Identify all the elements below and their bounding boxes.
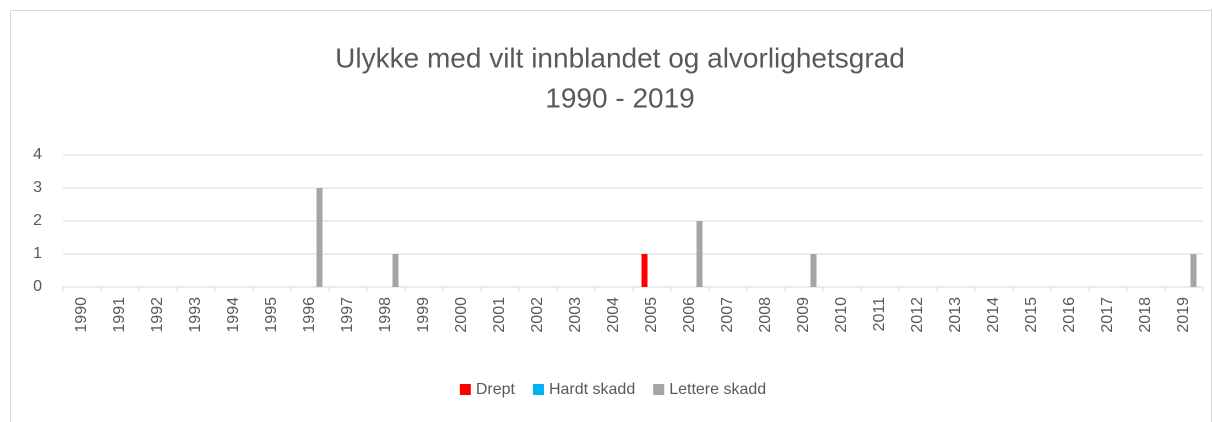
x-tick-label: 2001 <box>491 297 508 333</box>
x-tick-label: 2007 <box>719 297 736 333</box>
x-tick-label: 1990 <box>73 297 90 333</box>
chart-subtitle: 1990 - 2019 <box>545 82 694 113</box>
x-tick-label: 2008 <box>757 297 774 333</box>
x-tick-label: 1992 <box>149 297 166 333</box>
x-tick-label: 2005 <box>643 297 660 333</box>
x-tick-label: 2009 <box>795 297 812 333</box>
x-tick-label: 2017 <box>1099 297 1116 333</box>
x-tick-label: 2002 <box>529 297 546 333</box>
x-tick-label: 2015 <box>1023 297 1040 333</box>
x-tick-label: 1999 <box>415 297 432 333</box>
x-tick-label: 2004 <box>605 297 622 333</box>
x-tick-label: 2019 <box>1175 297 1192 333</box>
y-tick-label: 0 <box>33 278 42 295</box>
x-tick-label: 2013 <box>947 297 964 333</box>
legend-swatch <box>459 384 471 395</box>
x-tick-label: 1997 <box>339 297 356 333</box>
x-tick-label: 2012 <box>909 297 926 333</box>
bar <box>392 254 399 287</box>
bar <box>316 188 323 287</box>
x-tick-label: 1991 <box>111 297 128 333</box>
legend-label: Drept <box>476 381 516 398</box>
bar <box>641 254 648 287</box>
x-tick-label: 1993 <box>187 297 204 333</box>
y-tick-label: 1 <box>33 245 42 262</box>
x-tick-label: 1995 <box>263 297 280 333</box>
x-tick-label: 2010 <box>833 297 850 333</box>
legend-swatch <box>532 384 544 395</box>
bar <box>810 254 817 287</box>
x-tick-label: 1998 <box>377 297 394 333</box>
legend-label: Lettere skadd <box>669 381 766 398</box>
y-tick-label: 4 <box>33 146 42 163</box>
x-tick-label: 2016 <box>1061 297 1078 333</box>
x-tick-label: 2003 <box>567 297 584 333</box>
legend-label: Hardt skadd <box>549 381 635 398</box>
bar <box>696 221 703 287</box>
chart-title: Ulykke med vilt innblandet og alvorlighe… <box>335 42 905 73</box>
x-tick-label: 2018 <box>1137 297 1154 333</box>
x-tick-label: 1996 <box>301 297 318 333</box>
y-tick-label: 2 <box>33 212 42 229</box>
x-tick-label: 2000 <box>453 297 470 333</box>
chart-frame <box>10 10 1212 422</box>
x-tick-label: 1994 <box>225 297 242 333</box>
legend-swatch <box>653 384 665 395</box>
bar <box>1190 254 1197 287</box>
y-tick-label: 3 <box>33 179 42 196</box>
x-tick-label: 2011 <box>871 297 888 332</box>
x-tick-label: 2006 <box>681 297 698 333</box>
x-tick-label: 2014 <box>985 297 1002 333</box>
